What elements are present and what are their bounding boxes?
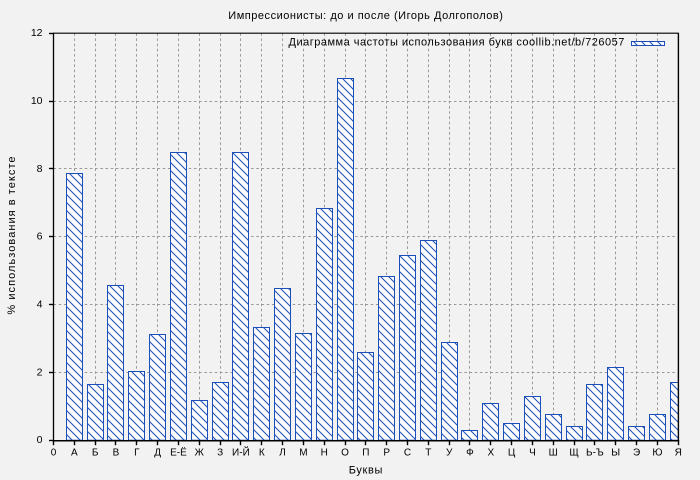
svg-text:% использования в тексте: % использования в тексте (6, 155, 18, 314)
svg-text:К: К (259, 448, 265, 459)
svg-text:И-Й: И-Й (232, 446, 250, 459)
svg-text:0: 0 (51, 448, 57, 459)
svg-text:Ч: Ч (529, 448, 536, 459)
svg-text:П: П (362, 448, 369, 459)
svg-text:М: М (299, 448, 307, 459)
svg-text:З: З (217, 448, 223, 459)
svg-text:8: 8 (37, 163, 43, 175)
svg-text:Щ: Щ (569, 448, 578, 459)
svg-text:Ц: Ц (508, 448, 516, 459)
svg-text:О: О (341, 448, 349, 459)
svg-text:Х: Х (487, 448, 494, 459)
svg-text:Г: Г (134, 448, 140, 459)
svg-text:Р: Р (383, 448, 390, 459)
svg-text:Н: Н (321, 448, 328, 459)
svg-text:Импрессионисты: до и после (Иг: Импрессионисты: до и после (Игорь Долгоп… (228, 10, 503, 22)
svg-text:Ш: Ш (549, 448, 558, 459)
svg-text:10: 10 (31, 95, 43, 107)
svg-text:У: У (446, 448, 453, 459)
svg-text:Ю: Ю (652, 448, 662, 459)
svg-text:2: 2 (37, 366, 43, 378)
svg-text:Э: Э (633, 448, 640, 459)
svg-text:В: В (113, 448, 120, 459)
svg-text:Диаграмма частоты использовани: Диаграмма частоты использования букв coo… (289, 36, 625, 48)
svg-text:0: 0 (37, 434, 43, 446)
svg-text:Ф: Ф (466, 448, 474, 459)
svg-text:Т: Т (425, 448, 431, 459)
svg-text:6: 6 (37, 231, 43, 243)
svg-text:4: 4 (37, 299, 43, 311)
svg-text:Д: Д (154, 448, 161, 459)
svg-text:А: А (71, 448, 78, 459)
svg-text:Е-Ё: Е-Ё (170, 447, 187, 459)
svg-text:Ж: Ж (195, 448, 205, 459)
svg-text:Буквы: Буквы (349, 465, 383, 477)
svg-text:Б: Б (92, 448, 99, 459)
svg-text:Л: Л (279, 448, 286, 459)
svg-text:С: С (404, 448, 411, 459)
svg-text:Ь-Ъ: Ь-Ъ (586, 448, 604, 459)
svg-text:Я: Я (675, 448, 682, 459)
svg-text:12: 12 (31, 27, 43, 39)
svg-text:Ы: Ы (611, 448, 620, 459)
